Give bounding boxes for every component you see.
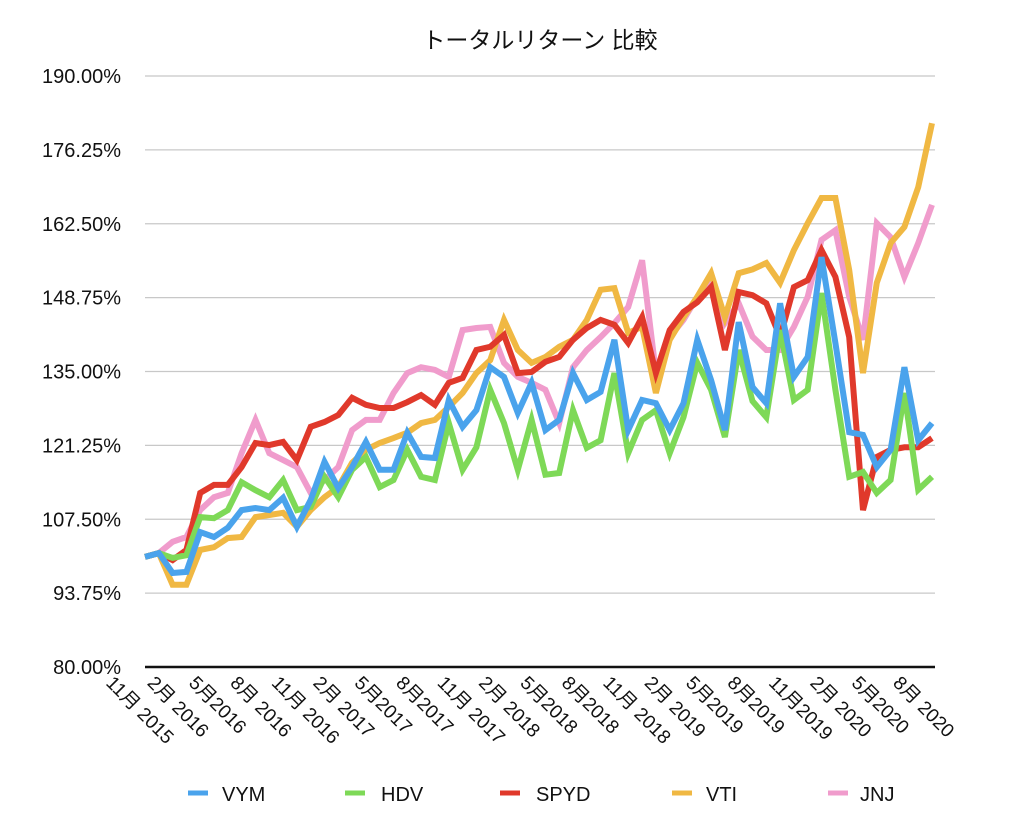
series-lines — [144, 122, 935, 588]
legend-item-hdv: HDV — [345, 784, 424, 806]
legend-label: HDV — [381, 784, 424, 806]
y-tick-label: 121.25% — [42, 435, 121, 457]
y-axis-ticks: 80.00% 93.75% 107.50% 121.25% 135.00% 148.75%… — [42, 66, 121, 679]
legend-label: JNJ — [860, 784, 894, 806]
y-tick-label: 107.50% — [42, 509, 121, 531]
legend-label: VYM — [222, 784, 265, 806]
y-tick-label: 80.00% — [53, 657, 121, 679]
legend-item-spyd: SPYD — [500, 784, 590, 806]
y-tick-label: 135.00% — [42, 362, 121, 384]
y-tick-label: 148.75% — [42, 288, 121, 310]
legend: VYM HDV SPYD VTI JNJ — [188, 784, 894, 806]
y-tick-label: 176.25% — [42, 140, 121, 162]
legend-label: SPYD — [536, 784, 590, 806]
series-line-spyd — [144, 243, 934, 564]
y-tick-label: 93.75% — [53, 583, 121, 605]
y-tick-label: 162.50% — [42, 214, 121, 236]
y-tick-label: 190.00% — [42, 66, 121, 88]
series-line-hdv — [144, 292, 935, 561]
series-line-vym — [144, 256, 935, 577]
series-line-jnj — [144, 203, 935, 560]
chart-title: トータルリターン 比較 — [422, 27, 657, 53]
legend-item-vym: VYM — [188, 784, 265, 806]
legend-label: VTI — [706, 784, 737, 806]
series-line-vti — [144, 122, 935, 588]
legend-item-vti: VTI — [672, 784, 737, 806]
legend-item-jnj: JNJ — [828, 784, 894, 806]
